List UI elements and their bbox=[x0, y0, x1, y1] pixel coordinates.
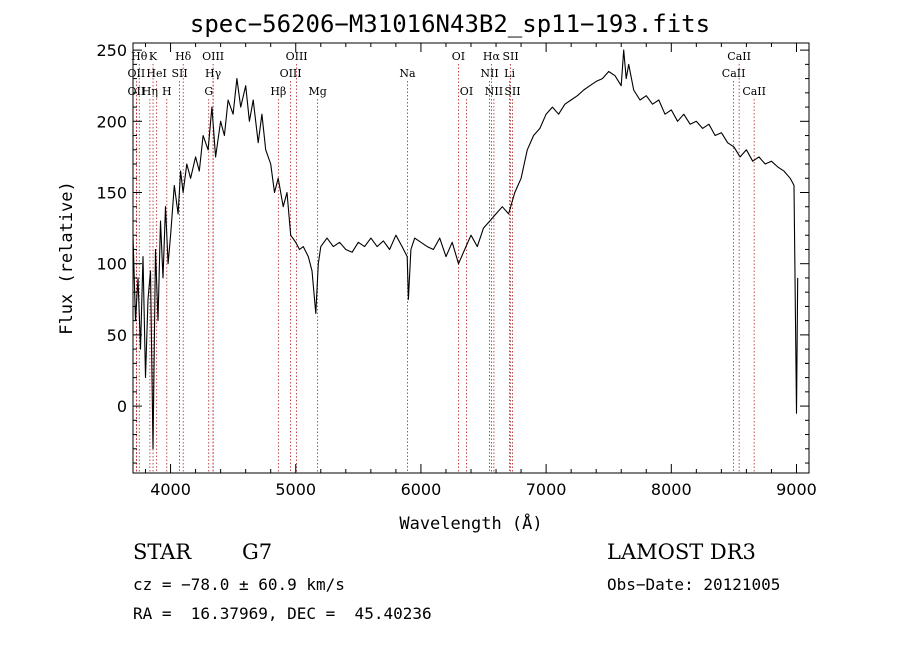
line-label-7: SII bbox=[502, 50, 518, 63]
y-tick-label-5: 250 bbox=[96, 41, 127, 60]
coordinates-text: RA = 16.37969, DEC = 45.40236 bbox=[133, 604, 432, 623]
line-label-15: NII bbox=[480, 67, 498, 80]
chart-title: spec−56206−M31016N43B2_sp11−193.fits bbox=[189, 10, 711, 38]
plot-frame bbox=[132, 42, 810, 474]
line-label-25: NII bbox=[485, 85, 503, 98]
x-tick-label-5: 9000 bbox=[776, 480, 817, 499]
x-tick-label-1: 5000 bbox=[275, 480, 316, 499]
y-tick-label-3: 150 bbox=[96, 184, 127, 203]
line-label-4: OIII bbox=[286, 50, 308, 63]
line-label-5: OI bbox=[452, 50, 465, 63]
line-label-23: Mg bbox=[308, 85, 326, 98]
y-tick-label-2: 100 bbox=[96, 255, 127, 274]
object-class: STAR bbox=[133, 540, 192, 564]
spectrum-line-0 bbox=[132, 49, 799, 450]
line-label-9: OII bbox=[128, 67, 146, 80]
line-label-6: Hα bbox=[483, 50, 501, 63]
line-label-18: OII bbox=[128, 85, 146, 98]
line-label-14: Na bbox=[399, 67, 416, 80]
x-tick-label-4: 8000 bbox=[651, 480, 692, 499]
x-tick-label-0: 4000 bbox=[150, 480, 191, 499]
spectrum-series bbox=[132, 49, 799, 450]
line-label-1: K bbox=[149, 50, 158, 63]
line-label-2: Hδ bbox=[175, 50, 192, 63]
y-tick-label-0: 0 bbox=[117, 397, 127, 416]
survey-name: LAMOST DR3 bbox=[607, 540, 756, 564]
line-label-13: OIII bbox=[280, 67, 302, 80]
line-label-20: H bbox=[162, 85, 172, 98]
line-label-0: Hθ bbox=[131, 50, 148, 63]
line-label-24: OI bbox=[460, 85, 473, 98]
redshift-text: cz = −78.0 ± 60.9 km/s bbox=[133, 575, 345, 594]
line-label-26: SII bbox=[504, 85, 520, 98]
line-label-22: Hβ bbox=[270, 85, 286, 98]
spectral-line-markers bbox=[135, 64, 755, 473]
line-label-10: HeI bbox=[146, 67, 166, 80]
y-tick-label-1: 50 bbox=[107, 326, 127, 345]
x-tick-label-3: 7000 bbox=[526, 480, 567, 499]
line-label-8: CaII bbox=[727, 50, 751, 63]
line-label-19: Hη bbox=[142, 85, 158, 98]
line-label-3: OIII bbox=[202, 50, 224, 63]
line-label-16: Li bbox=[504, 67, 515, 80]
x-tick-label-2: 6000 bbox=[401, 480, 442, 499]
y-axis-label: Flux (relative) bbox=[57, 181, 77, 335]
x-axis-label: Wavelength (Å) bbox=[399, 512, 542, 534]
line-label-21: G bbox=[204, 85, 213, 98]
line-label-11: SII bbox=[171, 67, 187, 80]
axis-ticks: 4000 5000 6000 7000 8000 9000 0 50 100 150 200 250 bbox=[96, 41, 816, 499]
obs-date-text: Obs−Date: 20121005 bbox=[607, 575, 781, 594]
y-tick-label-4: 200 bbox=[96, 112, 127, 131]
line-label-17: CaII bbox=[722, 67, 746, 80]
object-subclass: G7 bbox=[242, 540, 273, 564]
line-label-12: Hγ bbox=[205, 67, 222, 80]
line-label-27: CaII bbox=[742, 85, 766, 98]
